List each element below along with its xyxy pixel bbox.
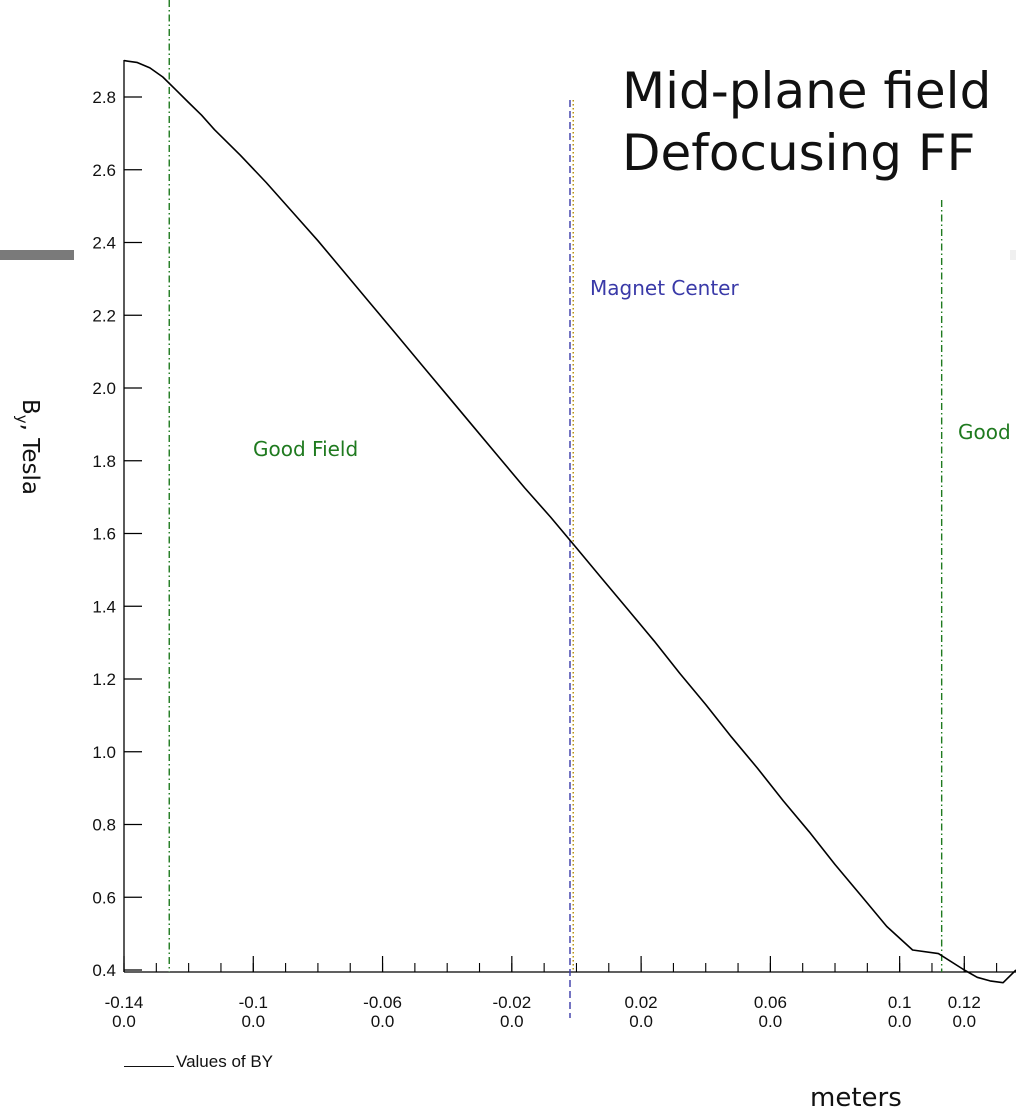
x-tick-label: -0.14 xyxy=(105,993,144,1012)
title-line-2: Defocusing FF xyxy=(622,124,976,182)
x-tick-sublabel: 0.0 xyxy=(112,1012,136,1031)
x-tick-sublabel: 0.0 xyxy=(371,1012,395,1031)
decorative-bar xyxy=(0,250,74,260)
decorative-mark xyxy=(1010,250,1016,260)
x-tick-label: 0.02 xyxy=(625,993,658,1012)
y-tick-label: 1.8 xyxy=(92,452,116,471)
series-line-by xyxy=(123,59,1016,984)
legend-line xyxy=(124,1066,174,1067)
x-tick-label: 0.12 xyxy=(948,993,981,1012)
y-axis-label: By, Tesla xyxy=(13,398,43,496)
x-tick-sublabel: 0.0 xyxy=(629,1012,653,1031)
x-tick-label: 0.06 xyxy=(754,993,787,1012)
annotation-good-field-right: Good xyxy=(958,420,1011,444)
y-tick-label: 2.6 xyxy=(92,161,116,180)
y-tick-label: 2.4 xyxy=(92,234,116,253)
x-tick-label: -0.06 xyxy=(363,993,402,1012)
y-tick-label: 0.8 xyxy=(92,816,116,835)
x-axis-label: meters xyxy=(810,1083,902,1113)
x-tick-sublabel: 0.0 xyxy=(888,1012,912,1031)
x-tick-sublabel: 0.0 xyxy=(500,1012,524,1031)
x-tick-sublabel: 0.0 xyxy=(952,1012,976,1031)
x-tick-label: -0.02 xyxy=(492,993,531,1012)
x-tick-label: 0.1 xyxy=(888,993,912,1012)
y-tick-label: 1.2 xyxy=(92,670,116,689)
y-tick-label: 1.4 xyxy=(92,597,116,616)
y-tick-label: 2.0 xyxy=(92,379,116,398)
x-tick-sublabel: 0.0 xyxy=(241,1012,265,1031)
legend: Values of BY xyxy=(124,1052,273,1072)
title-line-1: Mid-plane field xyxy=(622,62,992,120)
y-tick-label: 2.8 xyxy=(92,88,116,107)
y-tick-label: 0.4 xyxy=(92,961,116,980)
y-tick-label: 1.6 xyxy=(92,525,116,544)
y-tick-label: 2.2 xyxy=(92,306,116,325)
legend-label: Values of BY xyxy=(176,1052,274,1071)
x-tick-sublabel: 0.0 xyxy=(759,1012,783,1031)
annotation-good-field-left: Good Field xyxy=(253,437,359,461)
y-tick-label: 1.0 xyxy=(92,743,116,762)
annotation-magnet-center: Magnet Center xyxy=(590,276,739,300)
y-tick-label: 0.6 xyxy=(92,888,116,907)
x-tick-label: -0.1 xyxy=(239,993,268,1012)
